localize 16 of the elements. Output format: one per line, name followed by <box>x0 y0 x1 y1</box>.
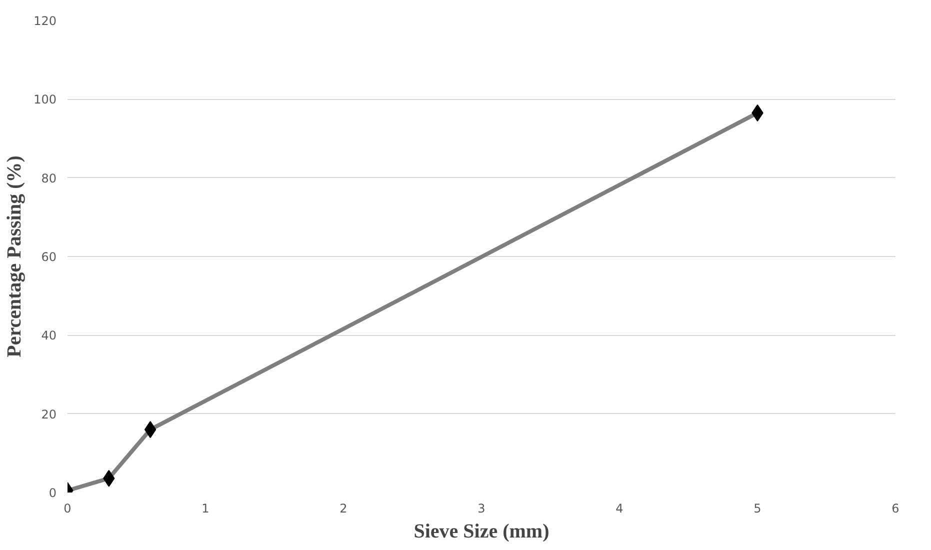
x-tick-label: 6 <box>892 502 900 516</box>
y-tick-label: 20 <box>41 407 57 422</box>
x-tick-label: 0 <box>64 502 72 516</box>
y-tick-label: 100 <box>34 92 56 107</box>
y-tick-label: 0 <box>48 486 57 500</box>
x-axis-title: Sieve Size (mm) <box>414 520 550 542</box>
y-tick-label: 80 <box>41 171 57 186</box>
y-tick-label: 40 <box>41 328 57 343</box>
y-tick-label: 120 <box>34 14 56 28</box>
y-tick-label: 60 <box>41 250 57 264</box>
x-tick-label: 4 <box>616 502 624 516</box>
x-tick-label: 1 <box>202 502 210 516</box>
y-axis-title: Percentage Passing (%) <box>4 156 26 358</box>
x-tick-label: 3 <box>478 502 486 516</box>
x-tick-label: 5 <box>754 502 762 516</box>
x-tick-label: 2 <box>340 502 348 516</box>
